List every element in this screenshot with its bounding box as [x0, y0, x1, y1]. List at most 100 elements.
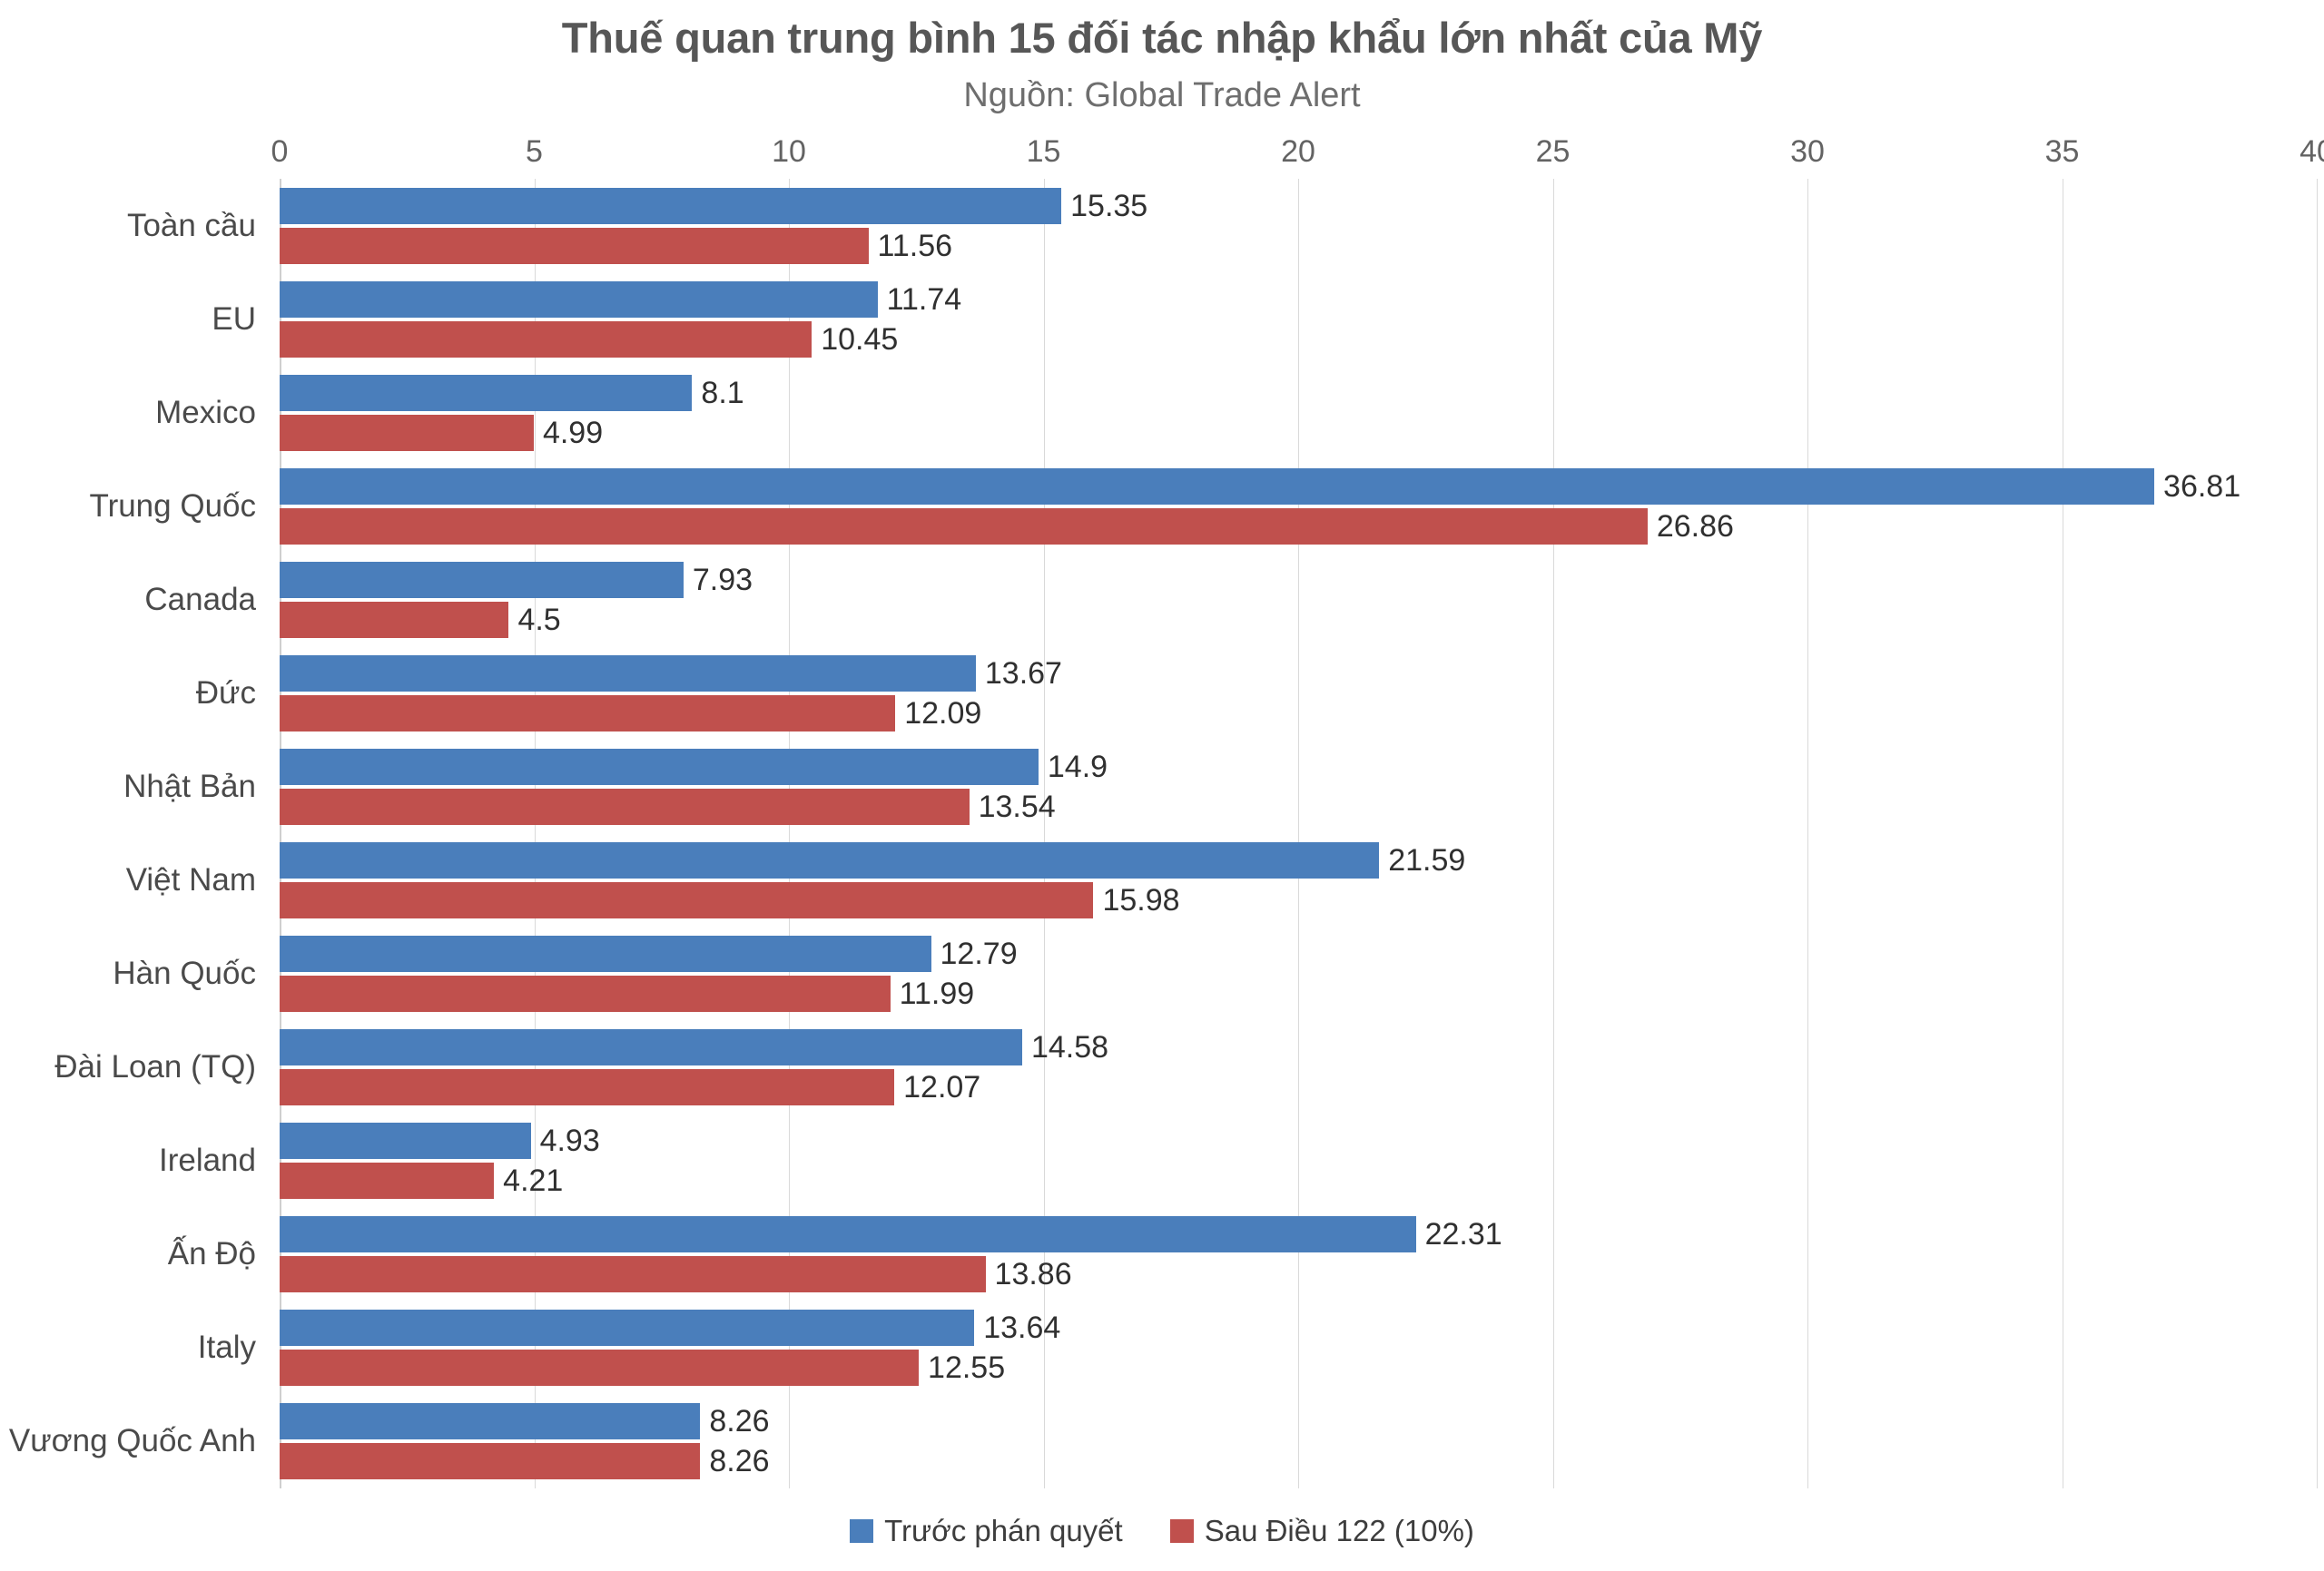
bar-value-label: 12.09	[904, 695, 982, 731]
bar-row: Toàn cầu 15.35 11.56	[127, 179, 2317, 272]
bar-after[interactable]	[280, 320, 812, 358]
category-label-cell: Ấn Độ	[0, 1208, 280, 1301]
bar-value-label: 21.59	[1388, 843, 1466, 879]
gridline	[534, 179, 536, 1488]
bar-row: Đức 13.67 12.09	[196, 646, 2317, 740]
category-label: EU	[212, 300, 256, 337]
gridline	[1552, 179, 1554, 1488]
legend-label: Trước phán quyết	[884, 1514, 1123, 1547]
bar-after[interactable]	[280, 1069, 895, 1106]
bar-after[interactable]	[280, 882, 1094, 919]
bar-value-label: 13.67	[984, 655, 1062, 691]
bar-after[interactable]	[280, 601, 509, 638]
bar-value-label: 26.86	[1656, 508, 1734, 544]
bar-after[interactable]	[280, 507, 1648, 545]
category-label: Canada	[144, 581, 256, 617]
category-label: Ireland	[158, 1143, 256, 1179]
bar-value-label: 15.98	[1102, 883, 1180, 918]
bar-value-label: 15.35	[1070, 188, 1148, 223]
bar-value-label: 11.99	[899, 977, 975, 1012]
bar-before[interactable]	[280, 1123, 531, 1160]
category-label: Đài Loan (TQ)	[54, 1049, 256, 1085]
bar-after[interactable]	[280, 1256, 986, 1293]
bar-row: Mexico 8.1 4.99	[155, 366, 2317, 459]
bar-row: Ireland 4.93 4.21	[159, 1114, 2317, 1208]
bar-row: Nhật Bản 14.9 13.54	[123, 740, 2317, 833]
bar-before[interactable]	[280, 467, 2155, 505]
x-axis-tick-label: 15	[1026, 134, 1061, 169]
bar-value-label: 4.93	[539, 1124, 600, 1159]
x-axis-tick-label: 5	[526, 134, 543, 169]
category-label: Trung Quốc	[89, 487, 256, 524]
x-axis-tick-label: 35	[2044, 134, 2080, 169]
gridline	[2317, 179, 2318, 1488]
legend-color-swatch	[850, 1519, 874, 1543]
bar-row: EU 11.74 10.45	[212, 272, 2317, 366]
bar-value-label: 8.1	[701, 375, 744, 410]
category-label: Việt Nam	[125, 862, 256, 898]
bar-value-label: 4.5	[517, 602, 561, 637]
category-label-cell: Nhật Bản	[0, 740, 280, 833]
bar-row: Đài Loan (TQ) 14.58 12.07	[54, 1021, 2317, 1114]
bar-before[interactable]	[280, 187, 1062, 224]
bar-value-label: 13.64	[983, 1311, 1061, 1346]
bar-after[interactable]	[280, 1163, 495, 1200]
chart-legend: Trước phán quyết Sau Điều 122 (10%)	[0, 1514, 2324, 1548]
category-label-cell: Vương Quốc Anh	[0, 1395, 280, 1488]
bar-row: Canada 7.93 4.5	[144, 553, 2317, 646]
bar-after[interactable]	[280, 694, 896, 731]
chart-subtitle: Nguồn: Global Trade Alert	[963, 76, 1361, 114]
bar-after[interactable]	[280, 1443, 701, 1480]
bar-before[interactable]	[280, 1310, 975, 1347]
bar-row: Trung Quốc 36.81 26.86	[89, 459, 2317, 553]
legend-item[interactable]: Sau Điều 122 (10%)	[1169, 1514, 1474, 1548]
category-label-cell: Italy	[0, 1301, 280, 1395]
bar-before[interactable]	[280, 280, 878, 318]
category-label-cell: Trung Quốc	[0, 459, 280, 553]
bar-value-label: 22.31	[1424, 1217, 1502, 1252]
bar-value-label: 11.56	[877, 228, 953, 263]
category-label: Hàn Quốc	[113, 956, 256, 992]
x-axis-tick-label: 10	[772, 134, 806, 169]
x-axis-tick-label: 40	[2299, 134, 2324, 169]
x-axis-tick-label: 20	[1281, 134, 1315, 169]
bar-after[interactable]	[280, 788, 970, 825]
bar-before[interactable]	[280, 748, 1039, 785]
bar-before[interactable]	[280, 561, 684, 598]
bar-before[interactable]	[280, 1216, 1416, 1253]
legend-item[interactable]: Trước phán quyết	[850, 1514, 1123, 1548]
x-axis-tick-label: 25	[1535, 134, 1571, 169]
bar-after[interactable]	[280, 227, 869, 264]
bar-value-label: 10.45	[821, 321, 899, 357]
bar-before[interactable]	[280, 654, 976, 692]
y-axis-line	[280, 179, 281, 1488]
bar-before[interactable]	[280, 936, 931, 973]
bar-value-label: 4.99	[542, 415, 604, 450]
bar-before[interactable]	[280, 374, 693, 411]
bar-row: Vương Quốc Anh 8.26 8.26	[9, 1395, 2317, 1488]
gridline	[1807, 179, 1808, 1488]
category-label-cell: Canada	[0, 553, 280, 646]
bar-after[interactable]	[280, 1350, 920, 1387]
category-label-cell: Việt Nam	[0, 834, 280, 928]
bar-row: Italy 13.64 12.55	[198, 1301, 2317, 1395]
bar-before[interactable]	[280, 1029, 1022, 1066]
bar-row: Việt Nam 21.59 15.98	[126, 834, 2317, 928]
bar-after[interactable]	[280, 976, 891, 1013]
category-label: Mexico	[155, 394, 256, 430]
bar-value-label: 8.26	[709, 1404, 770, 1439]
legend-label: Sau Điều 122 (10%)	[1204, 1514, 1474, 1547]
bar-value-label: 14.9	[1047, 749, 1108, 784]
bar-before[interactable]	[280, 842, 1380, 879]
category-label: Ấn Độ	[167, 1236, 256, 1272]
bar-value-label: 7.93	[692, 562, 753, 597]
bar-value-label: 12.07	[903, 1070, 981, 1105]
bar-value-label: 13.54	[978, 789, 1056, 824]
bar-after[interactable]	[280, 414, 534, 451]
bar-before[interactable]	[280, 1403, 701, 1440]
category-label: Italy	[197, 1330, 256, 1366]
category-label-cell: Ireland	[0, 1114, 280, 1208]
bar-value-label: 11.74	[886, 281, 962, 317]
category-label-cell: Mexico	[0, 366, 280, 459]
